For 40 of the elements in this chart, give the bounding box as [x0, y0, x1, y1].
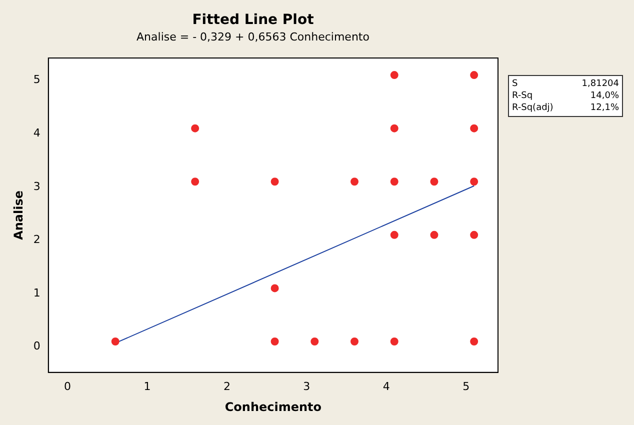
point: [390, 178, 398, 186]
y-tick-label: 2: [33, 233, 40, 246]
point: [470, 178, 478, 186]
point: [270, 284, 279, 292]
point: [191, 124, 200, 132]
y-tick-label: 0: [33, 340, 40, 353]
point: [310, 337, 319, 346]
text: R-Sq(adj) 12,1%: [512, 103, 619, 113]
y-tick-label: 1: [33, 286, 40, 300]
y-tick-label: 4: [33, 126, 40, 140]
point: [390, 71, 398, 80]
y-tick-label: 5: [33, 73, 40, 86]
x-tick-label: 5: [462, 380, 470, 393]
point: [270, 178, 279, 186]
point: [470, 71, 478, 80]
point: [470, 230, 478, 239]
x-tick-label: 0: [64, 380, 72, 393]
y-axis-title: Analise: [11, 190, 26, 240]
x-tick-label: 4: [382, 380, 390, 393]
point: [430, 178, 438, 186]
x-tick-label: 1: [144, 380, 151, 393]
point: [430, 230, 438, 239]
point: [350, 178, 359, 186]
chart-subtitle: Analise = - 0,329 + 0,6563 Conhecimento: [136, 30, 370, 44]
point: [111, 337, 120, 346]
x-tick-label: 3: [303, 380, 310, 393]
y-tick-label: 3: [33, 180, 40, 193]
point: [350, 337, 359, 346]
text: R-Sq 14,0%: [512, 91, 619, 101]
text: S 1,81204: [512, 79, 619, 89]
point: [270, 337, 279, 346]
x-axis-title: Conhecimento: [224, 400, 322, 414]
x-tick-label: 2: [223, 380, 230, 393]
point: [470, 124, 478, 132]
chart-title: Fitted Line Plot: [192, 12, 314, 28]
point: [390, 230, 398, 239]
point: [390, 337, 398, 346]
point: [390, 124, 398, 132]
point: [470, 337, 478, 346]
point: [191, 178, 200, 186]
